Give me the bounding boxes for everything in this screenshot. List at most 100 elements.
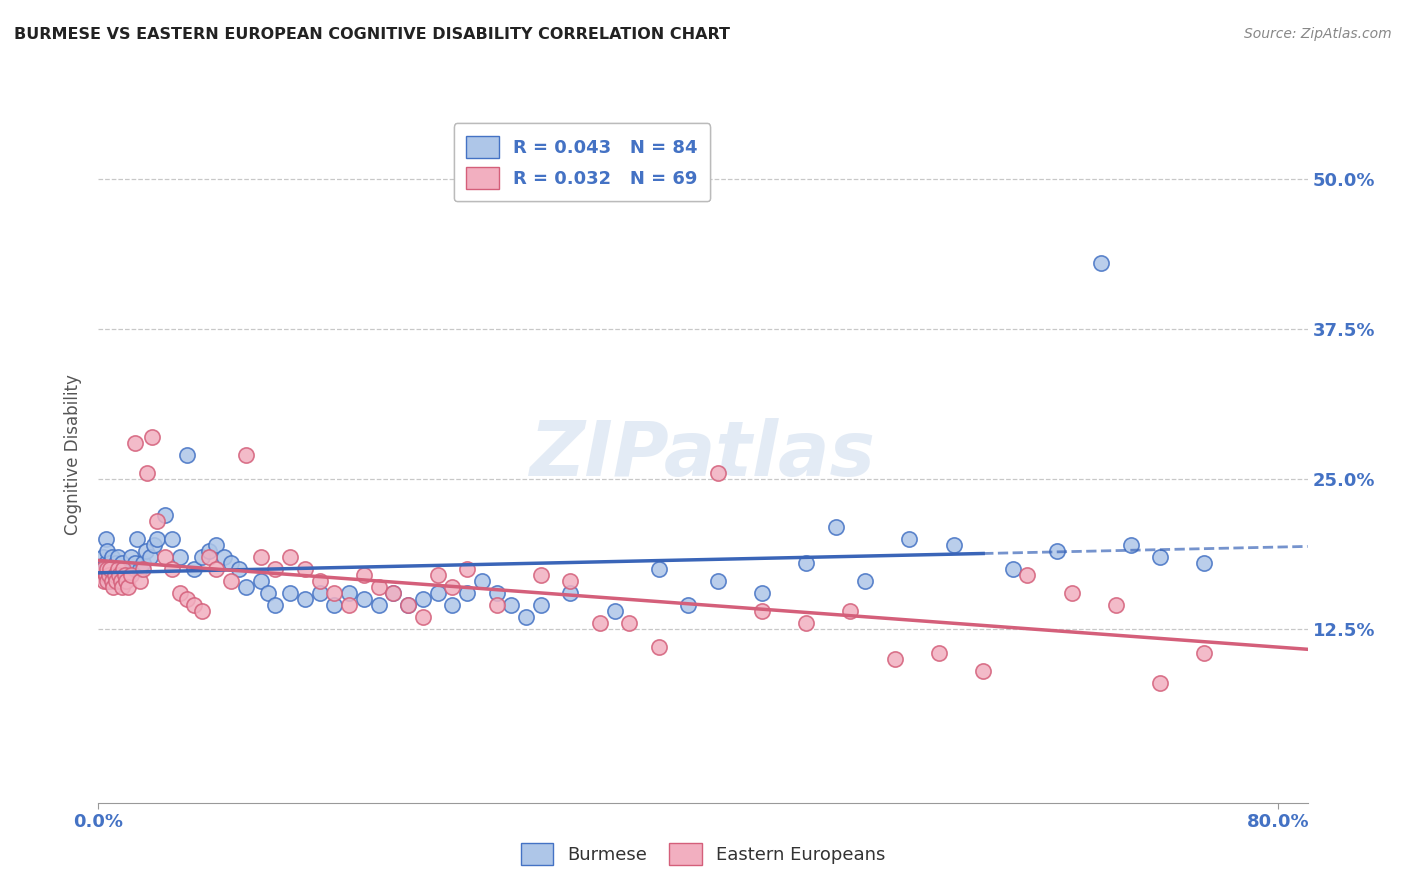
Point xyxy=(198,544,221,558)
Point xyxy=(135,544,157,558)
Point xyxy=(382,586,405,600)
Point xyxy=(105,574,128,588)
Point xyxy=(706,466,728,480)
Point xyxy=(160,532,183,546)
Point xyxy=(264,598,287,612)
Point xyxy=(412,591,434,606)
Point xyxy=(98,562,121,576)
Point xyxy=(205,562,228,576)
Point xyxy=(824,520,846,534)
Text: BURMESE VS EASTERN EUROPEAN COGNITIVE DISABILITY CORRELATION CHART: BURMESE VS EASTERN EUROPEAN COGNITIVE DI… xyxy=(14,27,730,42)
Point xyxy=(396,598,419,612)
Point xyxy=(1194,556,1216,570)
Point xyxy=(169,549,191,564)
Point xyxy=(367,598,389,612)
Point xyxy=(883,652,905,666)
Point xyxy=(104,567,127,582)
Point xyxy=(928,646,950,660)
Point xyxy=(205,538,228,552)
Point xyxy=(1119,538,1142,552)
Point xyxy=(485,598,508,612)
Point xyxy=(141,430,163,444)
Point xyxy=(94,532,117,546)
Point xyxy=(98,556,121,570)
Point xyxy=(294,562,316,576)
Point xyxy=(91,562,114,576)
Text: Source: ZipAtlas.com: Source: ZipAtlas.com xyxy=(1244,27,1392,41)
Point xyxy=(121,562,143,576)
Point xyxy=(1090,256,1112,270)
Legend: Burmese, Eastern Europeans: Burmese, Eastern Europeans xyxy=(512,834,894,874)
Point xyxy=(112,562,135,576)
Point xyxy=(96,574,118,588)
Point xyxy=(146,532,169,546)
Point xyxy=(308,574,330,588)
Point xyxy=(648,640,671,654)
Point xyxy=(111,556,134,570)
Point xyxy=(412,610,434,624)
Point xyxy=(112,562,135,576)
Point xyxy=(125,532,148,546)
Y-axis label: Cognitive Disability: Cognitive Disability xyxy=(65,375,83,535)
Point xyxy=(97,574,120,588)
Point xyxy=(105,556,128,570)
Point xyxy=(1149,676,1171,690)
Point xyxy=(678,598,700,612)
Point xyxy=(131,562,153,576)
Point xyxy=(337,598,360,612)
Point xyxy=(107,562,129,576)
Point xyxy=(1149,549,1171,564)
Point xyxy=(114,574,136,588)
Point xyxy=(97,562,120,576)
Point xyxy=(124,436,146,450)
Point xyxy=(853,574,876,588)
Point xyxy=(108,567,131,582)
Point xyxy=(228,562,250,576)
Point xyxy=(530,598,553,612)
Point xyxy=(323,598,346,612)
Point xyxy=(128,562,150,576)
Point xyxy=(426,567,449,582)
Point xyxy=(235,448,257,462)
Point xyxy=(153,508,176,522)
Point xyxy=(501,598,523,612)
Point xyxy=(94,567,117,582)
Legend: R = 0.043   N = 84, R = 0.032   N = 69: R = 0.043 N = 84, R = 0.032 N = 69 xyxy=(454,123,710,202)
Point xyxy=(898,532,921,546)
Point xyxy=(972,664,994,678)
Point xyxy=(153,549,176,564)
Point xyxy=(101,562,124,576)
Point xyxy=(515,610,537,624)
Point xyxy=(146,514,169,528)
Point xyxy=(100,574,122,588)
Point xyxy=(278,549,301,564)
Point xyxy=(560,574,582,588)
Point xyxy=(441,598,464,612)
Point xyxy=(839,604,862,618)
Point xyxy=(1105,598,1128,612)
Point xyxy=(198,549,221,564)
Point xyxy=(308,586,330,600)
Point xyxy=(337,586,360,600)
Point xyxy=(107,549,129,564)
Point xyxy=(441,580,464,594)
Point xyxy=(101,574,124,588)
Point xyxy=(396,598,419,612)
Point xyxy=(114,567,136,582)
Point xyxy=(1001,562,1024,576)
Point xyxy=(648,562,671,576)
Point xyxy=(353,591,375,606)
Point xyxy=(100,549,122,564)
Point xyxy=(471,574,494,588)
Point xyxy=(117,567,139,582)
Point xyxy=(124,556,146,570)
Text: ZIPatlas: ZIPatlas xyxy=(530,418,876,491)
Point xyxy=(117,580,139,594)
Point xyxy=(706,574,728,588)
Point xyxy=(93,574,115,588)
Point xyxy=(1046,544,1069,558)
Point xyxy=(105,574,128,588)
Point xyxy=(183,562,205,576)
Point xyxy=(278,586,301,600)
Point xyxy=(249,574,271,588)
